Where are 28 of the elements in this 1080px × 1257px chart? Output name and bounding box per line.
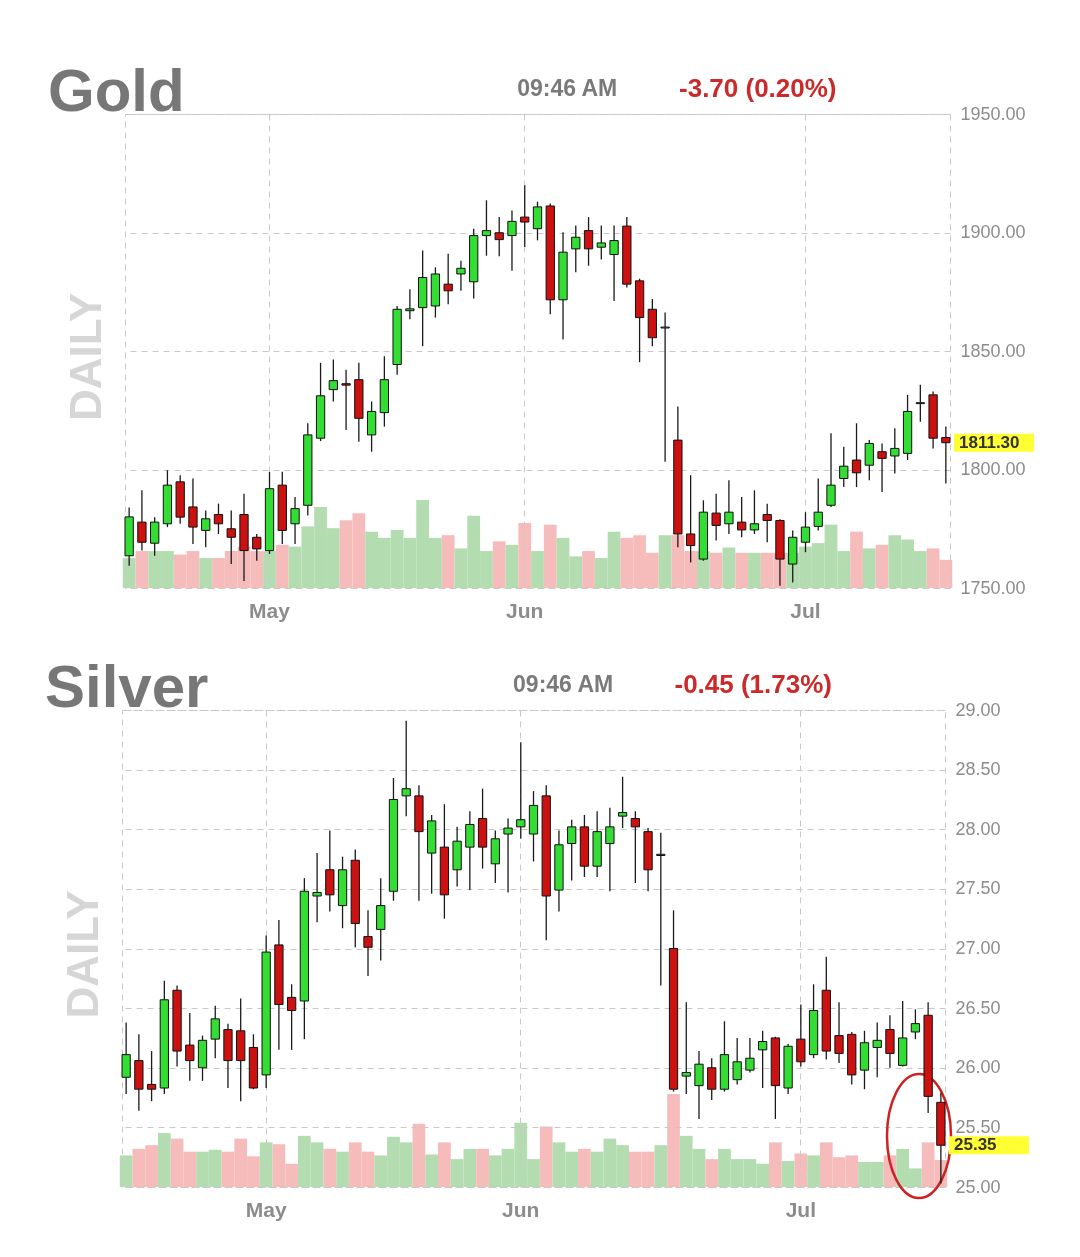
y-tick-label: 1850.00 xyxy=(960,340,1026,361)
text: -0.45 (1.73%) xyxy=(674,669,833,699)
text: 25.35 xyxy=(954,1135,997,1155)
y-tick-label: 26.50 xyxy=(955,997,1001,1018)
y-tick-label: 27.50 xyxy=(955,878,1001,899)
y-tick-label: 1900.00 xyxy=(960,222,1026,242)
x-tick-label: May xyxy=(249,598,291,622)
y-tick-label: 29.00 xyxy=(955,699,1001,720)
y-tick-label: 28.00 xyxy=(955,818,1001,839)
x-tick-label: Jun xyxy=(506,598,544,622)
y-tick-label: 25.00 xyxy=(955,1176,1001,1197)
x-tick-label: Jul xyxy=(785,1197,816,1221)
x-tick-label: May xyxy=(245,1197,287,1221)
y-tick-label: 28.50 xyxy=(955,759,1001,780)
x-tick-label: Jun xyxy=(502,1197,540,1221)
y-tick-label: 26.00 xyxy=(955,1057,1001,1078)
y-tick-label: 1800.00 xyxy=(960,459,1026,479)
y-tick-label: 27.00 xyxy=(955,938,1001,958)
x-tick-label: Jul xyxy=(790,598,821,622)
y-tick-label: 25.50 xyxy=(955,1116,1001,1137)
text: 09:46 AM xyxy=(517,75,618,101)
text: 09:46 AM xyxy=(513,671,614,697)
chart-title: Gold xyxy=(48,57,185,124)
y-tick-label: 1750.00 xyxy=(960,577,1026,598)
y-tick-label: 1950.00 xyxy=(960,103,1026,124)
text: -3.70 (0.20%) xyxy=(679,73,837,103)
chart-title: Silver xyxy=(45,653,209,720)
text: 1811.30 xyxy=(959,432,1020,452)
